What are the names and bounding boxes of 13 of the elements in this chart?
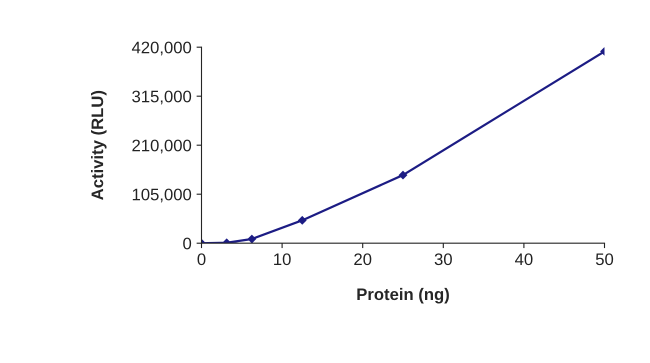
x-tick-label: 40	[515, 253, 533, 266]
y-tick-label: 420,000	[132, 42, 192, 56]
y-tick-label: 0	[183, 238, 192, 250]
x-axis-title: Protein (ng)	[357, 288, 449, 304]
x-tick-label: 50	[596, 253, 614, 266]
x-tick-label: 30	[434, 253, 452, 266]
y-tick-label: 315,000	[132, 90, 192, 104]
y-axis-title: Activity (RLU)	[91, 90, 107, 200]
x-tick-label: 20	[354, 253, 372, 266]
y-tick-label: 210,000	[132, 140, 192, 154]
y-tick-label: 105,000	[132, 188, 192, 202]
x-tick-label: 10	[274, 253, 291, 266]
x-tick-label: 0	[198, 253, 206, 266]
